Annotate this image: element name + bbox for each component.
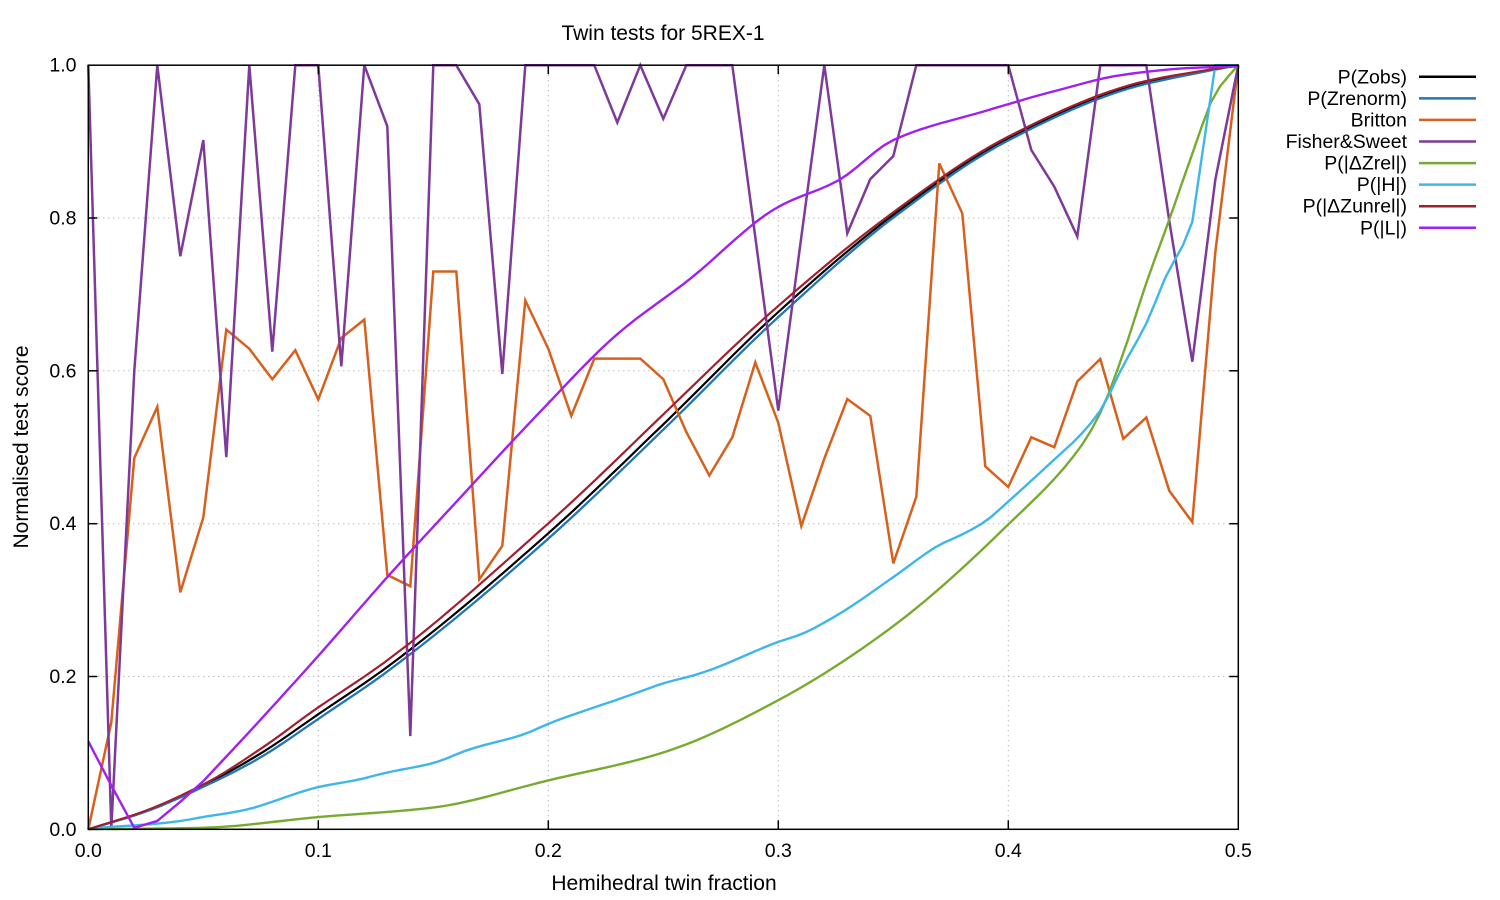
svg-text:0.6: 0.6	[49, 360, 76, 382]
svg-text:Britton: Britton	[1351, 109, 1407, 131]
svg-text:0.2: 0.2	[49, 666, 76, 688]
svg-text:P(|ΔZrel|): P(|ΔZrel|)	[1324, 153, 1407, 175]
svg-text:P(|H|): P(|H|)	[1357, 174, 1407, 196]
svg-text:Twin tests for 5REX-1: Twin tests for 5REX-1	[561, 22, 764, 45]
svg-text:0.4: 0.4	[49, 513, 76, 535]
svg-text:Fisher&Sweet: Fisher&Sweet	[1286, 131, 1408, 153]
svg-text:0.5: 0.5	[1225, 840, 1252, 862]
svg-text:P(Zobs): P(Zobs)	[1338, 66, 1407, 88]
svg-text:0.3: 0.3	[765, 840, 792, 862]
svg-text:0.2: 0.2	[535, 840, 562, 862]
svg-text:Hemihedral twin fraction: Hemihedral twin fraction	[551, 872, 776, 895]
svg-text:Normalised test score: Normalised test score	[10, 345, 33, 548]
svg-text:0.0: 0.0	[75, 840, 102, 862]
svg-text:0.8: 0.8	[49, 208, 76, 230]
svg-text:0.0: 0.0	[49, 819, 76, 841]
svg-text:P(|ΔZunrel|): P(|ΔZunrel|)	[1303, 196, 1407, 218]
svg-text:0.4: 0.4	[995, 840, 1022, 862]
svg-text:0.1: 0.1	[305, 840, 332, 862]
svg-text:P(Zrenorm): P(Zrenorm)	[1307, 88, 1407, 110]
svg-text:1.0: 1.0	[49, 55, 76, 77]
svg-text:P(|L|): P(|L|)	[1360, 217, 1407, 239]
